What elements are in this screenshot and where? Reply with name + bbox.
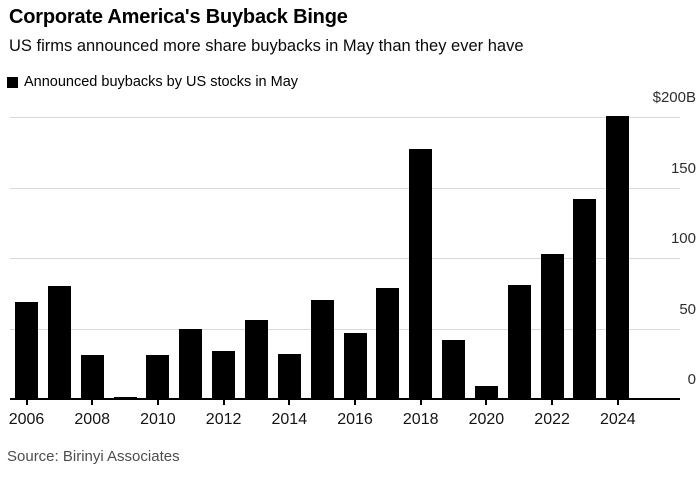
bar-2015 [310, 300, 334, 399]
bar-2009 [113, 396, 137, 399]
bar-2006 [15, 301, 38, 399]
y-axis-label-100: 100 [670, 230, 696, 247]
chart-subtitle: US firms announced more share buybacks i… [9, 37, 524, 55]
y-axis-label-150: 150 [670, 159, 696, 177]
x-axis-label-2022: 2022 [534, 411, 570, 428]
x-tick-2018 [419, 399, 422, 405]
x-axis-label-2024: 2024 [600, 411, 636, 428]
bar-2024 [606, 115, 630, 399]
x-axis-line [10, 398, 680, 400]
x-tick-2010 [156, 399, 159, 405]
x-axis-label-2016: 2016 [337, 411, 373, 428]
bar-2018 [409, 149, 433, 399]
x-tick-2006 [25, 399, 28, 405]
x-tick-2008 [91, 399, 94, 405]
x-axis-label-2008: 2008 [74, 411, 110, 428]
bar-2022 [540, 253, 564, 399]
x-axis-label-2014: 2014 [271, 411, 308, 428]
bar-2008 [80, 355, 104, 399]
bar-2017 [376, 287, 400, 399]
x-tick-2020 [485, 399, 488, 405]
x-axis-label-2012: 2012 [205, 411, 242, 428]
gridline-200 [10, 117, 680, 118]
y-axis-label-0: 0 [687, 371, 696, 388]
bar-2020 [474, 386, 498, 399]
gridline-50 [10, 328, 680, 330]
bar-2010 [146, 355, 170, 399]
legend-swatch-icon [7, 76, 18, 88]
legend-label: Announced buybacks by US stocks in May [24, 74, 299, 90]
bar-2019 [442, 339, 466, 399]
x-tick-2016 [354, 399, 356, 405]
y-axis-label-50: 50 [679, 300, 696, 318]
x-tick-2012 [222, 399, 225, 405]
x-axis-label-2020: 2020 [468, 411, 505, 428]
x-axis-label-2018: 2018 [402, 411, 439, 428]
chart-title: Corporate America's Buyback Binge [9, 6, 348, 28]
x-tick-2014 [288, 399, 291, 405]
bar-2007 [47, 286, 71, 399]
bar-2023 [573, 198, 597, 399]
bar-2016 [343, 332, 367, 399]
bar-2011 [179, 328, 203, 399]
x-tick-2022 [551, 399, 554, 405]
bar-2012 [212, 351, 236, 399]
plot-area [10, 115, 680, 400]
bar-2014 [277, 353, 301, 399]
x-axis-label-2006: 2006 [8, 411, 45, 428]
x-tick-2024 [616, 399, 619, 405]
gridline-100 [10, 258, 680, 259]
bar-2021 [507, 284, 531, 399]
y-axis-label-200: $200B [652, 89, 696, 106]
x-axis-label-2010: 2010 [140, 411, 176, 428]
legend: Announced buybacks by US stocks in May [7, 74, 298, 90]
bar-2013 [244, 320, 268, 399]
gridline-150 [10, 187, 680, 189]
source-note: Source: Birinyi Associates [7, 448, 180, 465]
